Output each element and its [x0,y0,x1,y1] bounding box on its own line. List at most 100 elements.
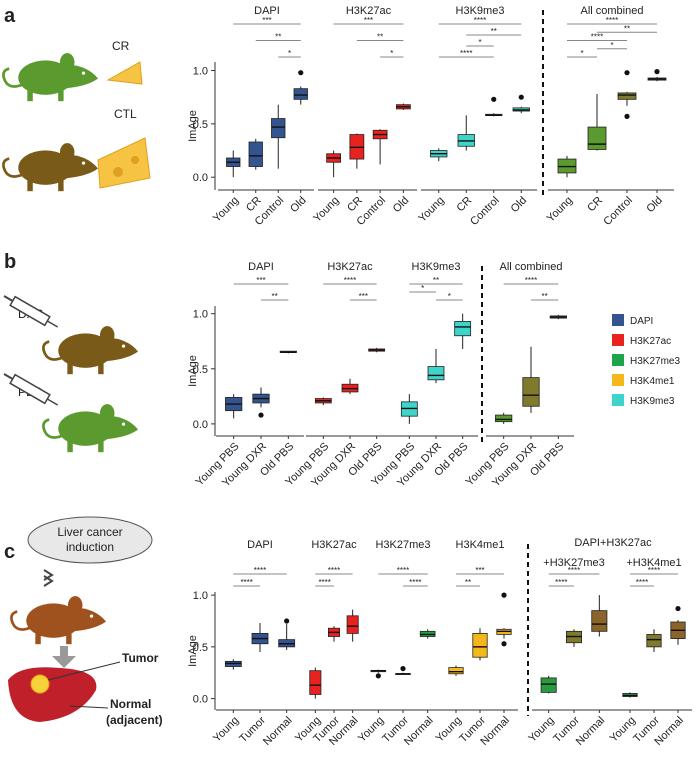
legend-swatch [612,354,624,366]
significance-label: **** [474,16,486,25]
box [293,88,308,100]
mouse-icon [42,324,140,376]
cheese-icon [106,61,143,85]
group-title: DAPI [247,539,273,551]
box [346,615,359,634]
x-tick-label: Young [311,194,341,224]
induction-bubble [27,516,153,564]
significance-label: *** [256,276,265,285]
outlier [284,618,290,624]
significance-label: * [610,41,613,50]
induction-label: Liver cancer [57,525,122,539]
outlier [518,94,524,100]
box [587,126,607,150]
significance-label: **** [240,578,252,587]
y-axis-label: ImAge [187,355,199,387]
significance-label: **** [555,578,567,587]
diet-label: CTL [114,107,137,121]
significance-label: **** [344,276,356,285]
x-tick-label: Control [601,194,635,228]
box [591,610,608,632]
panel-label: b [4,251,16,273]
significance-label: * [421,284,424,293]
significance-label: ** [491,27,497,36]
outlier [258,412,264,418]
significance-label: **** [568,566,580,575]
y-axis-label: ImAge [187,635,199,667]
x-tick-label: Young [356,714,386,744]
significance-label: ** [624,24,630,33]
legend-label: H3K4me1 [630,376,675,387]
significance-label: ** [377,33,383,42]
box [472,633,488,658]
group-title: All combined [500,261,563,273]
legend-label: H3K9me3 [630,396,675,407]
box [248,141,263,167]
panel-label: a [4,5,16,27]
outlier [624,113,630,119]
legend-label: DAPI [630,316,653,327]
group-title: +H3K27me3 [543,557,604,569]
significance-label: **** [636,578,648,587]
box [427,366,445,381]
x-tick-label: CR [585,194,605,214]
tumor-icon [30,674,50,694]
significance-label: *** [262,16,271,25]
group-title: H3K27ac [346,5,392,17]
box [646,634,662,648]
x-tick-label: CR [454,194,474,214]
group-title: H3K9me3 [456,5,505,17]
super-title: DAPI+H3K27ac [574,537,652,549]
significance-label: *** [475,566,484,575]
group-title: H3K4me1 [456,539,505,551]
diet-label: CR [112,39,130,53]
y-tick-label: 0.0 [193,419,208,431]
significance-label: ** [465,578,471,587]
legend-swatch [612,334,624,346]
outlier [654,69,660,75]
box [309,670,322,695]
y-axis-label: ImAge [187,110,199,142]
box [271,118,286,139]
box [522,377,540,407]
x-tick-label: Young [416,194,446,224]
organ-label: Normal [110,697,151,711]
group-title: DAPI [254,5,280,17]
liver-icon [8,667,97,722]
group-title: H3K27ac [311,539,357,551]
significance-label: * [390,49,393,58]
x-tick-label: Control [468,194,502,228]
significance-label: **** [328,566,340,575]
syringe-icon [3,295,59,328]
box [495,414,513,423]
significance-label: **** [460,49,472,58]
group-title: H3K27ac [327,261,373,273]
group-title: +H3K4me1 [626,557,681,569]
chevrons [43,569,54,587]
mouse-icon [10,594,108,646]
group-title: H3K9me3 [412,261,461,273]
y-tick-label: 1.0 [193,590,208,602]
x-tick-label: Old [644,194,665,215]
x-tick-label: Old [288,194,309,215]
outlier [624,70,630,76]
induction-label: induction [66,540,114,554]
x-tick-label: Young [526,714,556,744]
y-tick-label: 0.0 [193,172,208,184]
significance-label: **** [254,566,266,575]
significance-label: ** [275,33,281,42]
legend-swatch [612,394,624,406]
x-tick-label: Young [545,194,575,224]
significance-label: **** [606,16,618,25]
y-tick-label: 0.5 [193,642,208,654]
mouse-icon [2,141,100,193]
significance-label: ** [433,276,439,285]
x-tick-label: Young [608,714,638,744]
outlier [501,592,507,598]
y-tick-label: 0.0 [193,694,208,706]
significance-label: * [478,38,481,47]
x-tick-label: Old [509,194,530,215]
x-tick-label: Old [391,194,412,215]
significance-label: **** [648,566,660,575]
